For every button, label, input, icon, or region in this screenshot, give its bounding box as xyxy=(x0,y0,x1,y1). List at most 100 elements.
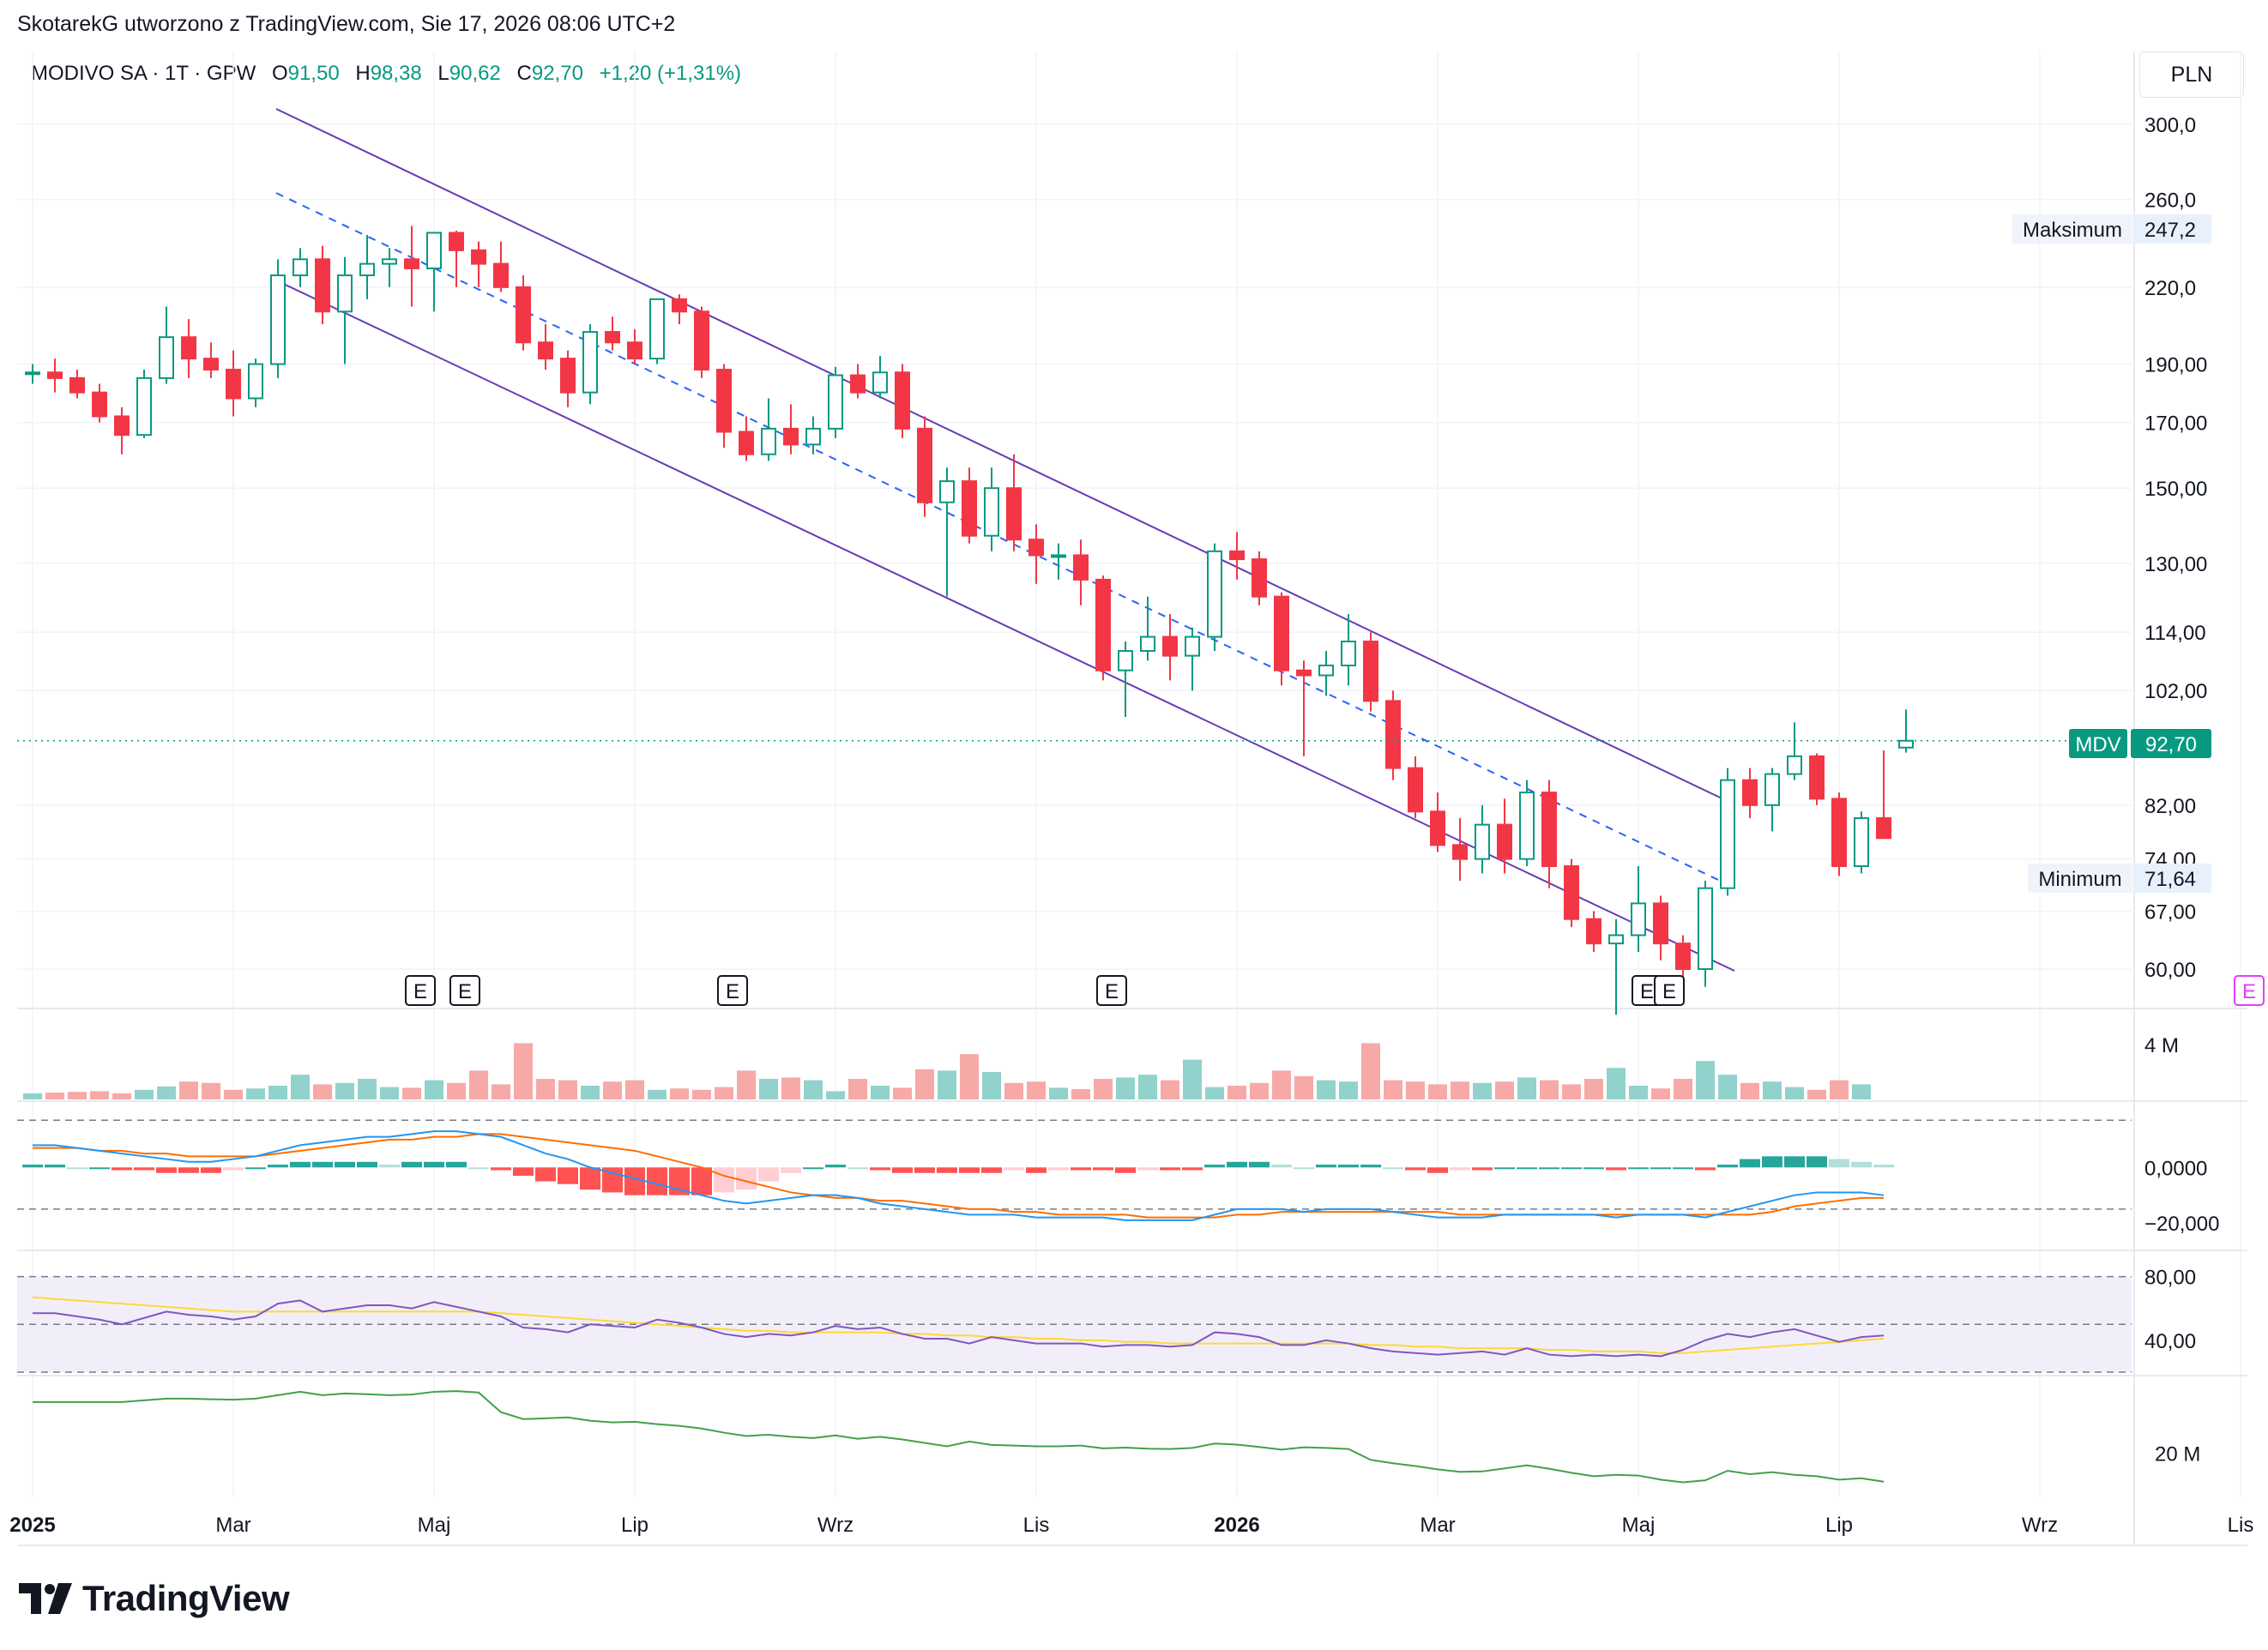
currency-button[interactable]: PLN xyxy=(2139,51,2244,98)
candle xyxy=(1720,768,1735,896)
high-value: 98,38 xyxy=(370,62,422,85)
macd-histogram-bar xyxy=(45,1165,65,1168)
candle-body xyxy=(895,371,910,430)
macd-histogram-bar xyxy=(1807,1156,1827,1168)
macd-histogram-bar xyxy=(1494,1167,1515,1170)
candle xyxy=(917,416,932,517)
price-tick-label: 60,00 xyxy=(2144,959,2196,982)
volume-bar xyxy=(581,1086,600,1099)
candle-body xyxy=(382,258,397,265)
volume-bar xyxy=(1027,1081,1046,1099)
candle-body xyxy=(1118,650,1133,671)
macd-histogram-bar xyxy=(379,1165,400,1168)
macd-histogram-bar xyxy=(223,1167,244,1171)
candle-body xyxy=(1787,755,1802,775)
time-tick-label: Mar xyxy=(215,1514,250,1537)
chart-credit: SkotarekG utworzono z TradingView.com, S… xyxy=(17,12,676,36)
price-axis[interactable]: 300,0 260,0 220,0 190,00 170,00 150,00 130,00 1… xyxy=(2133,51,2219,1545)
pane-separators xyxy=(17,1008,2247,1376)
tradingview-logo-icon xyxy=(19,1583,72,1614)
candle xyxy=(1296,660,1312,756)
volume-bar xyxy=(1138,1075,1157,1099)
candle-body xyxy=(404,258,419,269)
candle-body xyxy=(1274,595,1289,671)
volume-bar xyxy=(915,1069,934,1099)
macd-histogram-bar xyxy=(1539,1167,1559,1170)
candle-body xyxy=(1051,554,1066,558)
volume-bar xyxy=(23,1093,42,1099)
candle xyxy=(605,316,620,351)
volume-bar xyxy=(1250,1082,1269,1099)
macd-histogram-bar xyxy=(67,1167,87,1170)
candle-body xyxy=(337,274,353,313)
candle-body xyxy=(159,336,174,379)
volume-bar xyxy=(1317,1080,1336,1099)
macd-histogram-bar xyxy=(1762,1156,1782,1168)
candle-body xyxy=(1497,823,1512,860)
candle-body xyxy=(1809,755,1825,800)
candle xyxy=(1118,641,1133,718)
candle xyxy=(516,275,531,351)
candle-body xyxy=(1854,816,1869,867)
volume-bar xyxy=(291,1075,310,1099)
candle xyxy=(382,248,397,287)
candle xyxy=(1073,539,1089,605)
macd-histogram-bar xyxy=(781,1167,801,1173)
volume-bar xyxy=(893,1087,912,1099)
candle xyxy=(1140,596,1155,661)
price-tick-label: 102,00 xyxy=(2144,680,2207,703)
macd-histogram-bar xyxy=(357,1161,377,1168)
volume-bar xyxy=(982,1072,1001,1099)
candle-body xyxy=(694,310,709,371)
candle xyxy=(984,467,999,551)
volume-bar xyxy=(179,1081,198,1099)
volume-bar xyxy=(1807,1089,1826,1099)
macd-histogram-bar xyxy=(691,1167,712,1195)
candle xyxy=(315,245,330,325)
volume-bar xyxy=(1094,1079,1113,1099)
macd-histogram-bar xyxy=(1472,1167,1493,1171)
candle xyxy=(1564,858,1579,928)
rsi-line xyxy=(33,1299,1885,1358)
candle xyxy=(69,370,85,399)
volume-bar xyxy=(358,1079,377,1099)
volume-bar xyxy=(1161,1080,1179,1099)
candle-body xyxy=(136,376,152,437)
macd-tick-label: −20,000 xyxy=(2144,1213,2219,1236)
macd-histogram-bar xyxy=(1249,1161,1270,1168)
min-badge-label: Minimum xyxy=(2038,868,2121,891)
candle-body xyxy=(1318,664,1334,677)
macd-histogram-bar xyxy=(803,1167,823,1170)
candle-body xyxy=(1742,779,1758,806)
macd-histogram-bar xyxy=(312,1161,333,1168)
candle xyxy=(1363,632,1378,712)
macd-pane xyxy=(17,1119,2132,1221)
candle xyxy=(449,230,464,287)
macd-histogram-bar xyxy=(758,1167,779,1182)
volume-bar xyxy=(603,1081,622,1099)
high-label: H xyxy=(355,62,371,85)
candle-body xyxy=(315,258,330,313)
earnings-marker-label: E xyxy=(2242,980,2256,1003)
candle xyxy=(359,234,375,299)
volume-bar xyxy=(268,1086,287,1099)
time-tick-label: Lis xyxy=(1023,1514,1050,1537)
volume-bar xyxy=(1763,1081,1782,1099)
volume-bar xyxy=(1785,1087,1804,1099)
candle xyxy=(1854,811,1869,874)
candle xyxy=(1475,804,1490,874)
candle xyxy=(1764,768,1780,832)
candle-body xyxy=(293,258,308,277)
symbol-name[interactable]: MODIVO SA · 1T · GPW xyxy=(31,62,256,85)
macd-histogram-bar xyxy=(1137,1167,1158,1171)
candle xyxy=(1185,627,1200,691)
candle-body xyxy=(1631,902,1646,936)
tradingview-logo-text: TradingView xyxy=(82,1578,290,1618)
candle-body xyxy=(850,374,866,394)
candle-body xyxy=(1073,554,1089,581)
volume-bar xyxy=(1227,1086,1246,1099)
time-axis[interactable]: 2025 Mar Maj Lip Wrz Lis 2026 Mar Maj Lip Wrz Lis xyxy=(9,1514,2253,1546)
candle-body xyxy=(1028,539,1044,557)
candle xyxy=(850,364,866,399)
